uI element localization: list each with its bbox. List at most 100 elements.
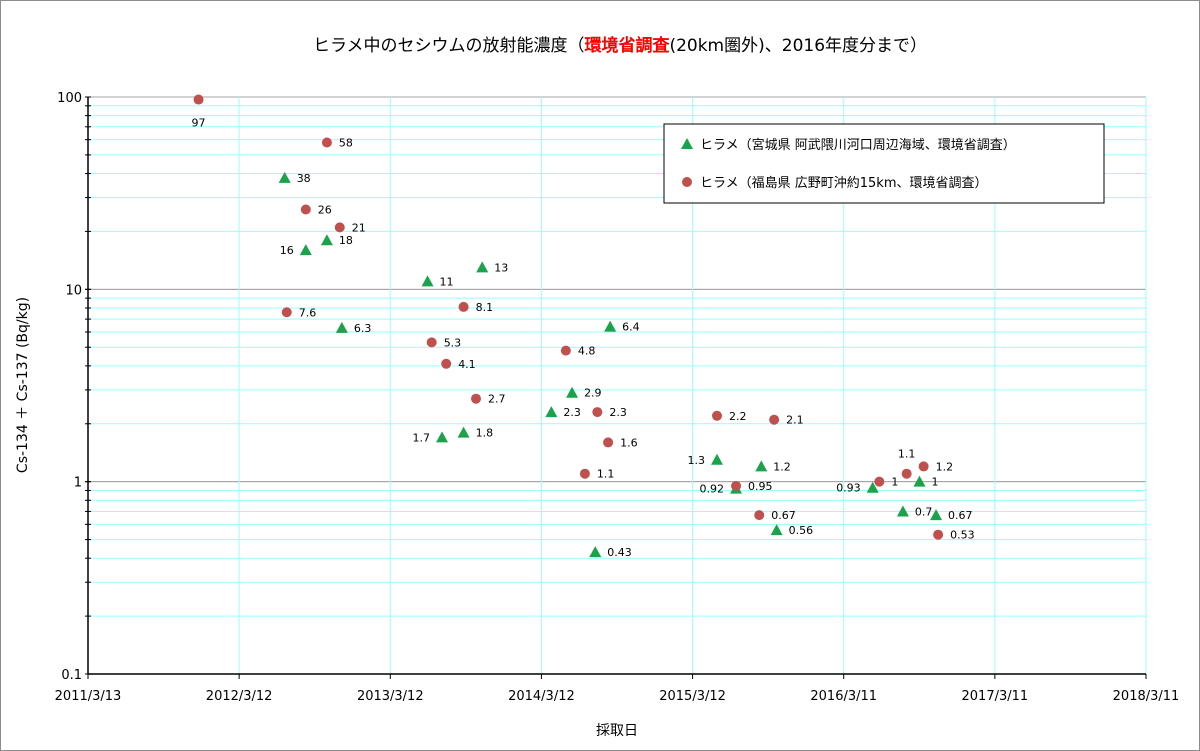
data-point-triangle [457,426,470,438]
data-point-circle [754,510,765,521]
data-point-circle [731,480,742,491]
data-label: 0.53 [950,529,975,542]
y-tick-label: 100 [57,91,82,106]
data-label: 2.1 [786,414,804,427]
data-point-triangle [589,546,602,558]
data-point-circle [918,461,929,472]
title-part1: ヒラメ中のセシウムの放射能濃度（ [313,36,585,56]
data-label: 0.67 [771,509,796,522]
data-point-triangle [278,171,291,183]
data-point-circle [901,468,912,479]
data-label: 13 [494,261,508,274]
data-label: 2.7 [488,393,506,406]
title-highlight: 環境省調査 [584,35,670,56]
data-point-circle [769,414,780,425]
data-point-circle [334,222,345,233]
data-label: 0.43 [607,546,632,559]
data-point-circle [193,94,204,105]
data-label: 21 [352,221,366,234]
data-point-circle [603,437,614,448]
data-label: 0.56 [789,524,814,537]
data-label: 1 [891,476,898,489]
data-label: 97 [192,117,206,130]
data-label: 1.6 [620,436,638,449]
data-point-circle [933,529,944,540]
data-point-circle [300,204,311,215]
data-label: 5.3 [444,336,462,349]
legend-box [663,123,1105,204]
y-axis-label: Cs-134 ＋ Cs-137 (Bq/kg) [15,297,31,473]
data-label: 0.67 [948,509,973,522]
x-tick-label: 2014/3/12 [508,689,575,704]
data-point-triangle [320,234,333,246]
data-point-circle [471,393,482,404]
data-point-circle [426,337,437,348]
data-label: 4.1 [458,358,476,371]
legend-marker-circle [682,177,692,187]
data-label: 16 [280,244,294,257]
data-label: 6.4 [622,321,640,334]
data-point-circle [458,301,469,312]
data-point-triangle [930,509,943,521]
data-label: 0.7 [915,505,933,518]
legend-label-miyagi: ヒラメ（宮城県 阿武隈川河口周辺海域、環境省調査） [700,137,1016,153]
data-point-triangle [566,386,579,398]
legend-marker-triangle [681,138,693,149]
data-label: 6.3 [354,322,372,335]
x-tick-label: 2018/3/11 [1113,689,1180,704]
data-label: 0.93 [836,482,861,495]
data-label: 18 [339,234,353,247]
axes [85,96,1147,679]
data-point-triangle [913,475,926,487]
x-tick-label: 2011/3/13 [55,689,122,704]
y-tick-label: 10 [65,283,82,298]
data-point-triangle [755,460,768,472]
data-point-circle [579,468,590,479]
data-label: 1.3 [688,454,706,467]
x-axis-label: 採取日 [596,723,638,739]
data-label: 11 [440,275,454,288]
data-label: 1.1 [597,468,615,481]
x-tick-label: 2017/3/11 [962,689,1029,704]
data-label: 8.1 [476,301,494,314]
y-tick-label: 1 [74,476,82,491]
data-label: 1.7 [413,431,431,444]
data-point-circle [712,410,723,421]
data-label: 1.8 [476,427,494,440]
data-point-triangle [299,244,312,256]
data-label: 1.2 [773,460,791,473]
data-label: 58 [339,137,353,150]
data-point-triangle [545,406,558,418]
data-point-triangle [476,261,489,273]
x-tick-labels: 2011/3/13 2012/3/12 2013/3/12 2014/3/12 2015… [55,689,1180,704]
data-label: 0.92 [700,483,725,496]
data-label: 1.1 [898,448,916,461]
grid [87,96,1147,675]
x-tick-label: 2012/3/12 [206,689,273,704]
data-label: 2.2 [729,410,747,423]
title-part2: (20km圏外)、2016年度分まで） [669,36,927,56]
data-point-triangle [604,320,617,332]
chart-title: ヒラメ中のセシウムの放射能濃度（環境省調査(20km圏外)、2016年度分まで） [313,35,927,56]
data-label: 26 [318,204,332,217]
data-point-triangle [896,505,909,517]
data-point-circle [321,137,332,148]
y-tick-label: 0.1 [61,668,82,683]
data-point-circle [441,358,452,369]
data-point-circle [592,407,603,418]
x-tick-label: 2015/3/12 [659,689,726,704]
data-label: 38 [297,172,311,185]
data-point-triangle [770,524,783,536]
data-point-triangle [711,453,724,465]
data-label: 0.95 [748,480,773,493]
data-label: 1 [931,476,938,489]
data-label: 4.8 [578,345,596,358]
data-point-triangle [421,275,434,287]
legend: ヒラメ（宮城県 阿武隈川河口周辺海域、環境省調査） ヒラメ（福島県 広野町沖約1… [663,123,1105,204]
x-tick-label: 2016/3/11 [810,689,877,704]
data-label: 7.6 [299,306,317,319]
y-tick-labels: 0.1 1 10 100 [57,91,82,683]
data-label: 2.3 [609,406,627,419]
